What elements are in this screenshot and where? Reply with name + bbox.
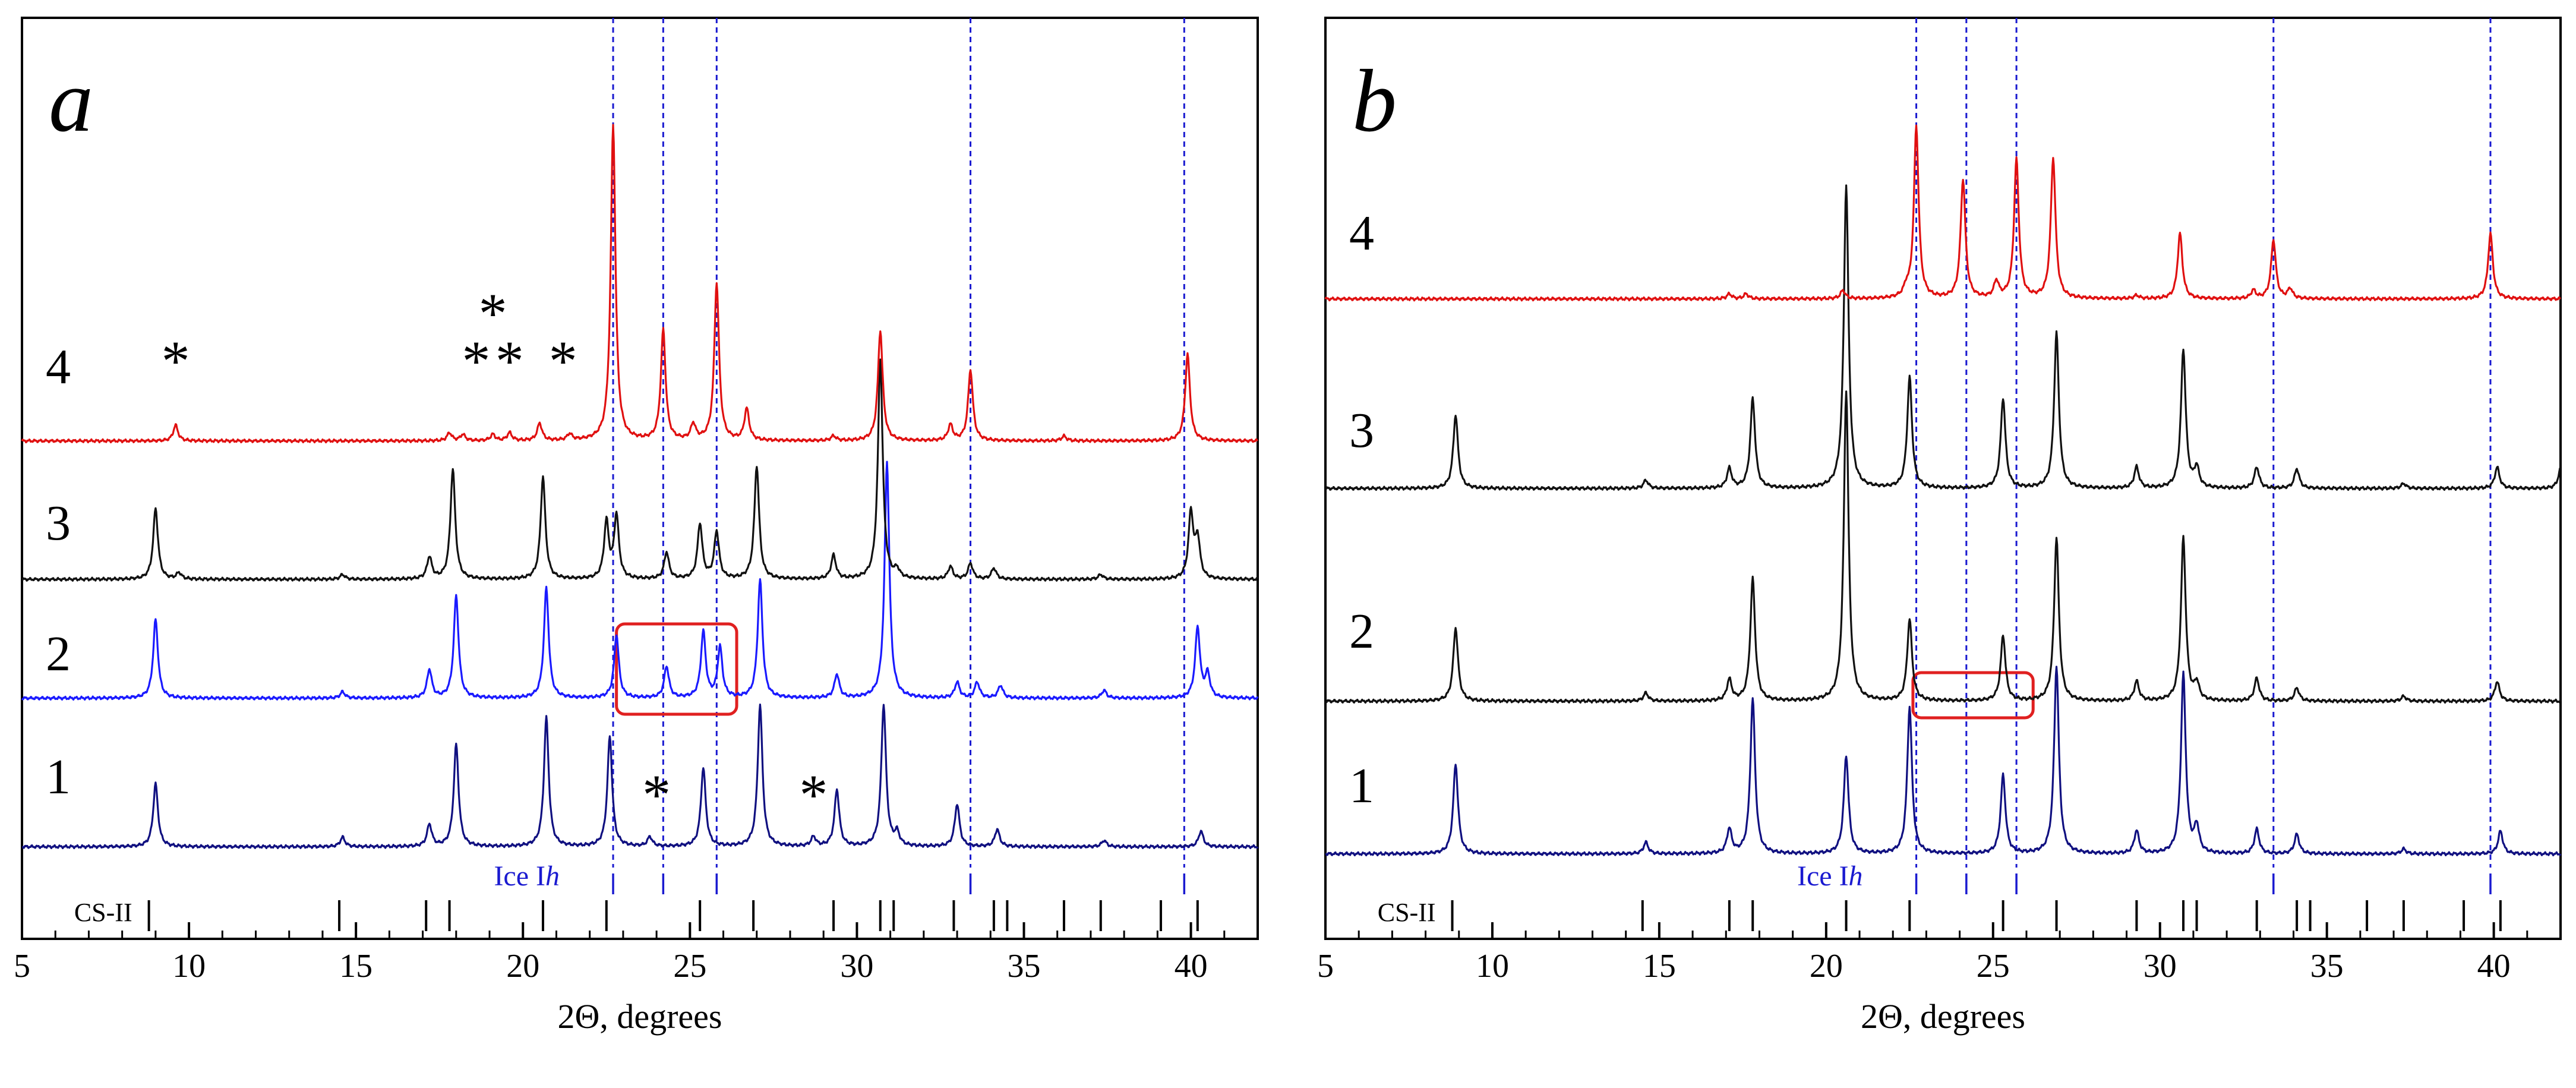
impurity-marker: * bbox=[495, 329, 524, 393]
x-tick-label: 15 bbox=[1643, 948, 1676, 985]
x-tick-label: 30 bbox=[2143, 948, 2177, 985]
impurity-marker: * bbox=[799, 763, 828, 827]
pattern-3-line bbox=[1324, 184, 2561, 491]
plot-frame bbox=[1324, 17, 2562, 940]
impurity-marker: * bbox=[479, 282, 507, 345]
series-label-1: 1 bbox=[46, 749, 71, 805]
series-label-1: 1 bbox=[1349, 758, 1374, 813]
pattern-4-line bbox=[21, 124, 1258, 444]
x-tick-label: 30 bbox=[840, 948, 873, 985]
impurity-marker: * bbox=[549, 329, 577, 393]
x-axis-title: 2Θ, degrees bbox=[557, 997, 722, 1036]
pattern-3-line bbox=[21, 358, 1259, 582]
x-tick-label: 35 bbox=[1007, 948, 1040, 985]
highlight-box bbox=[615, 622, 738, 716]
impurity-marker: * bbox=[462, 329, 491, 393]
x-tick-label: 5 bbox=[1317, 948, 1334, 985]
x-tick-label: 5 bbox=[14, 948, 30, 985]
pattern-4-line bbox=[1324, 124, 2561, 302]
panel-label: a bbox=[49, 52, 93, 150]
ice-ih-label: Ice Ih bbox=[1797, 860, 1863, 892]
cs-ii-label: CS-II bbox=[74, 898, 132, 927]
x-tick-label: 20 bbox=[1810, 948, 1843, 985]
series-label-4: 4 bbox=[1349, 206, 1374, 261]
x-tick-label: 40 bbox=[1175, 948, 1208, 985]
cs-ii-label: CS-II bbox=[1378, 898, 1436, 927]
pattern-2-line bbox=[21, 461, 1259, 701]
x-tick-label: 10 bbox=[172, 948, 206, 985]
plot-frame bbox=[21, 17, 1259, 940]
x-tick-label: 15 bbox=[339, 948, 372, 985]
series-label-4: 4 bbox=[46, 339, 71, 395]
x-tick-label: 10 bbox=[1476, 948, 1509, 985]
panel-b: Ice Ih CS-II 5 10 15 20 25 30 35 40 2Θ, degrees b 1 2… bbox=[1317, 17, 2562, 1036]
x-tick-label: 35 bbox=[2310, 948, 2344, 985]
series-label-3: 3 bbox=[46, 496, 71, 551]
panel-label: b bbox=[1352, 52, 1397, 150]
ice-ih-label: Ice Ih bbox=[494, 860, 560, 892]
x-tick-label: 25 bbox=[673, 948, 706, 985]
x-tick-label: 25 bbox=[1977, 948, 2010, 985]
impurity-marker: * bbox=[642, 763, 671, 827]
impurity-marker: * bbox=[162, 329, 190, 393]
series-label-3: 3 bbox=[1349, 403, 1374, 458]
x-tick-label: 40 bbox=[2477, 948, 2511, 985]
x-axis-title: 2Θ, degrees bbox=[1861, 997, 2025, 1036]
series-label-2: 2 bbox=[1349, 604, 1374, 659]
pattern-1-line bbox=[1325, 666, 2562, 857]
panel-a: Ice Ih CS-II 5 10 15 20 25 30 35 40 2Θ, degrees a 1 2… bbox=[14, 17, 1259, 1036]
pattern-2-line bbox=[1324, 390, 2562, 704]
x-tick-label: 20 bbox=[506, 948, 539, 985]
highlight-box bbox=[1911, 671, 2035, 720]
series-label-2: 2 bbox=[46, 626, 71, 682]
pattern-1-line bbox=[21, 704, 1259, 850]
